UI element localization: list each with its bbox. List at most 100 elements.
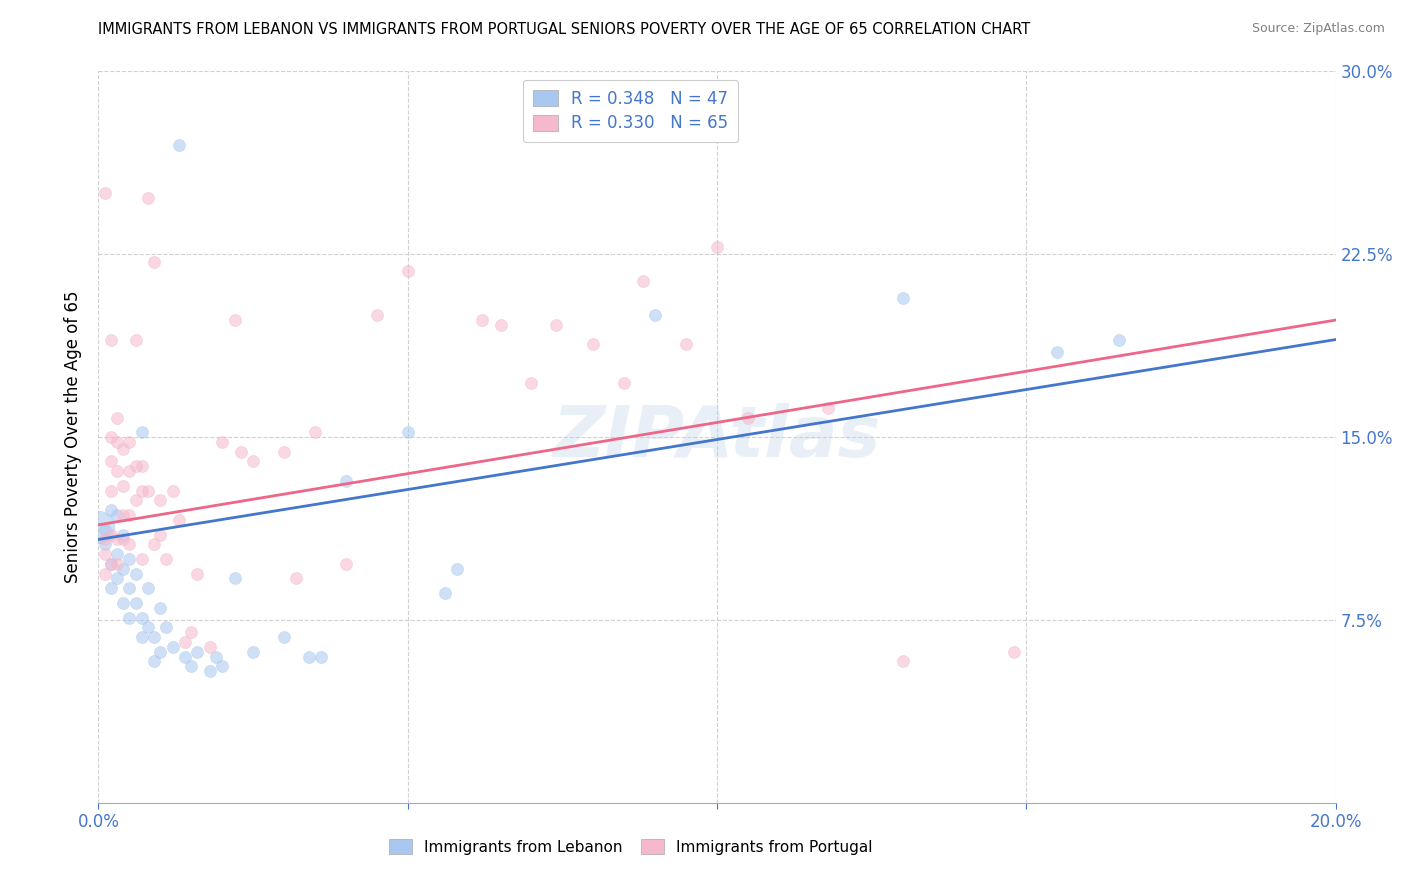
Point bbox=[273, 630, 295, 644]
Point bbox=[149, 493, 172, 508]
Point bbox=[112, 562, 135, 576]
Point bbox=[118, 610, 141, 624]
Point bbox=[242, 645, 264, 659]
Point bbox=[105, 533, 128, 547]
Point bbox=[131, 552, 153, 566]
Point bbox=[211, 434, 233, 449]
Point bbox=[118, 464, 141, 478]
Point bbox=[136, 483, 159, 498]
Point bbox=[242, 454, 264, 468]
Point bbox=[446, 562, 468, 576]
Point bbox=[136, 191, 159, 205]
Point bbox=[143, 654, 166, 668]
Text: Source: ZipAtlas.com: Source: ZipAtlas.com bbox=[1251, 22, 1385, 36]
Point bbox=[143, 537, 166, 551]
Point bbox=[105, 557, 128, 571]
Point bbox=[93, 186, 115, 201]
Point bbox=[100, 557, 122, 571]
Point bbox=[118, 552, 141, 566]
Point bbox=[167, 137, 190, 152]
Point bbox=[131, 425, 153, 440]
Point bbox=[93, 547, 115, 561]
Point bbox=[112, 533, 135, 547]
Point bbox=[100, 454, 122, 468]
Point bbox=[891, 654, 914, 668]
Point bbox=[105, 464, 128, 478]
Point bbox=[335, 474, 357, 488]
Point bbox=[124, 333, 146, 347]
Point bbox=[335, 557, 357, 571]
Point bbox=[112, 442, 135, 457]
Point bbox=[613, 376, 636, 391]
Point bbox=[675, 337, 697, 351]
Point bbox=[143, 630, 166, 644]
Point bbox=[155, 620, 177, 634]
Point bbox=[105, 434, 128, 449]
Point bbox=[93, 523, 115, 537]
Point bbox=[112, 527, 135, 541]
Legend: Immigrants from Lebanon, Immigrants from Portugal: Immigrants from Lebanon, Immigrants from… bbox=[382, 833, 879, 861]
Point bbox=[644, 308, 666, 322]
Point bbox=[93, 566, 115, 581]
Point bbox=[136, 581, 159, 595]
Point bbox=[131, 630, 153, 644]
Point bbox=[118, 434, 141, 449]
Point bbox=[309, 649, 332, 664]
Point bbox=[489, 318, 512, 332]
Point bbox=[143, 254, 166, 268]
Point bbox=[366, 308, 388, 322]
Point bbox=[180, 625, 202, 640]
Point bbox=[471, 313, 494, 327]
Point bbox=[93, 533, 115, 547]
Point bbox=[631, 274, 654, 288]
Point bbox=[891, 291, 914, 305]
Point bbox=[817, 401, 839, 415]
Point bbox=[112, 479, 135, 493]
Point bbox=[273, 444, 295, 458]
Point bbox=[224, 313, 246, 327]
Point bbox=[186, 566, 208, 581]
Point bbox=[198, 664, 221, 678]
Point bbox=[396, 425, 419, 440]
Point bbox=[706, 240, 728, 254]
Point bbox=[124, 566, 146, 581]
Point bbox=[118, 537, 141, 551]
Point bbox=[112, 596, 135, 610]
Point bbox=[211, 659, 233, 673]
Point bbox=[205, 649, 228, 664]
Point bbox=[174, 649, 197, 664]
Point bbox=[582, 337, 605, 351]
Point bbox=[149, 645, 172, 659]
Point bbox=[229, 444, 252, 458]
Point bbox=[124, 493, 146, 508]
Point bbox=[131, 459, 153, 474]
Point bbox=[174, 635, 197, 649]
Point bbox=[112, 508, 135, 522]
Point bbox=[93, 537, 115, 551]
Point bbox=[100, 527, 122, 541]
Point bbox=[304, 425, 326, 440]
Point bbox=[298, 649, 321, 664]
Point bbox=[105, 410, 128, 425]
Point bbox=[100, 483, 122, 498]
Point bbox=[100, 333, 122, 347]
Point bbox=[546, 318, 568, 332]
Point bbox=[224, 572, 246, 586]
Point bbox=[105, 508, 128, 522]
Point bbox=[737, 410, 759, 425]
Point bbox=[520, 376, 543, 391]
Point bbox=[136, 620, 159, 634]
Point bbox=[155, 552, 177, 566]
Point bbox=[100, 581, 122, 595]
Point bbox=[105, 572, 128, 586]
Point bbox=[131, 610, 153, 624]
Point bbox=[118, 508, 141, 522]
Point bbox=[1002, 645, 1025, 659]
Y-axis label: Seniors Poverty Over the Age of 65: Seniors Poverty Over the Age of 65 bbox=[65, 291, 83, 583]
Point bbox=[87, 520, 110, 534]
Point bbox=[186, 645, 208, 659]
Text: ZIPAtlas: ZIPAtlas bbox=[553, 402, 882, 472]
Point bbox=[162, 483, 184, 498]
Point bbox=[105, 547, 128, 561]
Point bbox=[149, 600, 172, 615]
